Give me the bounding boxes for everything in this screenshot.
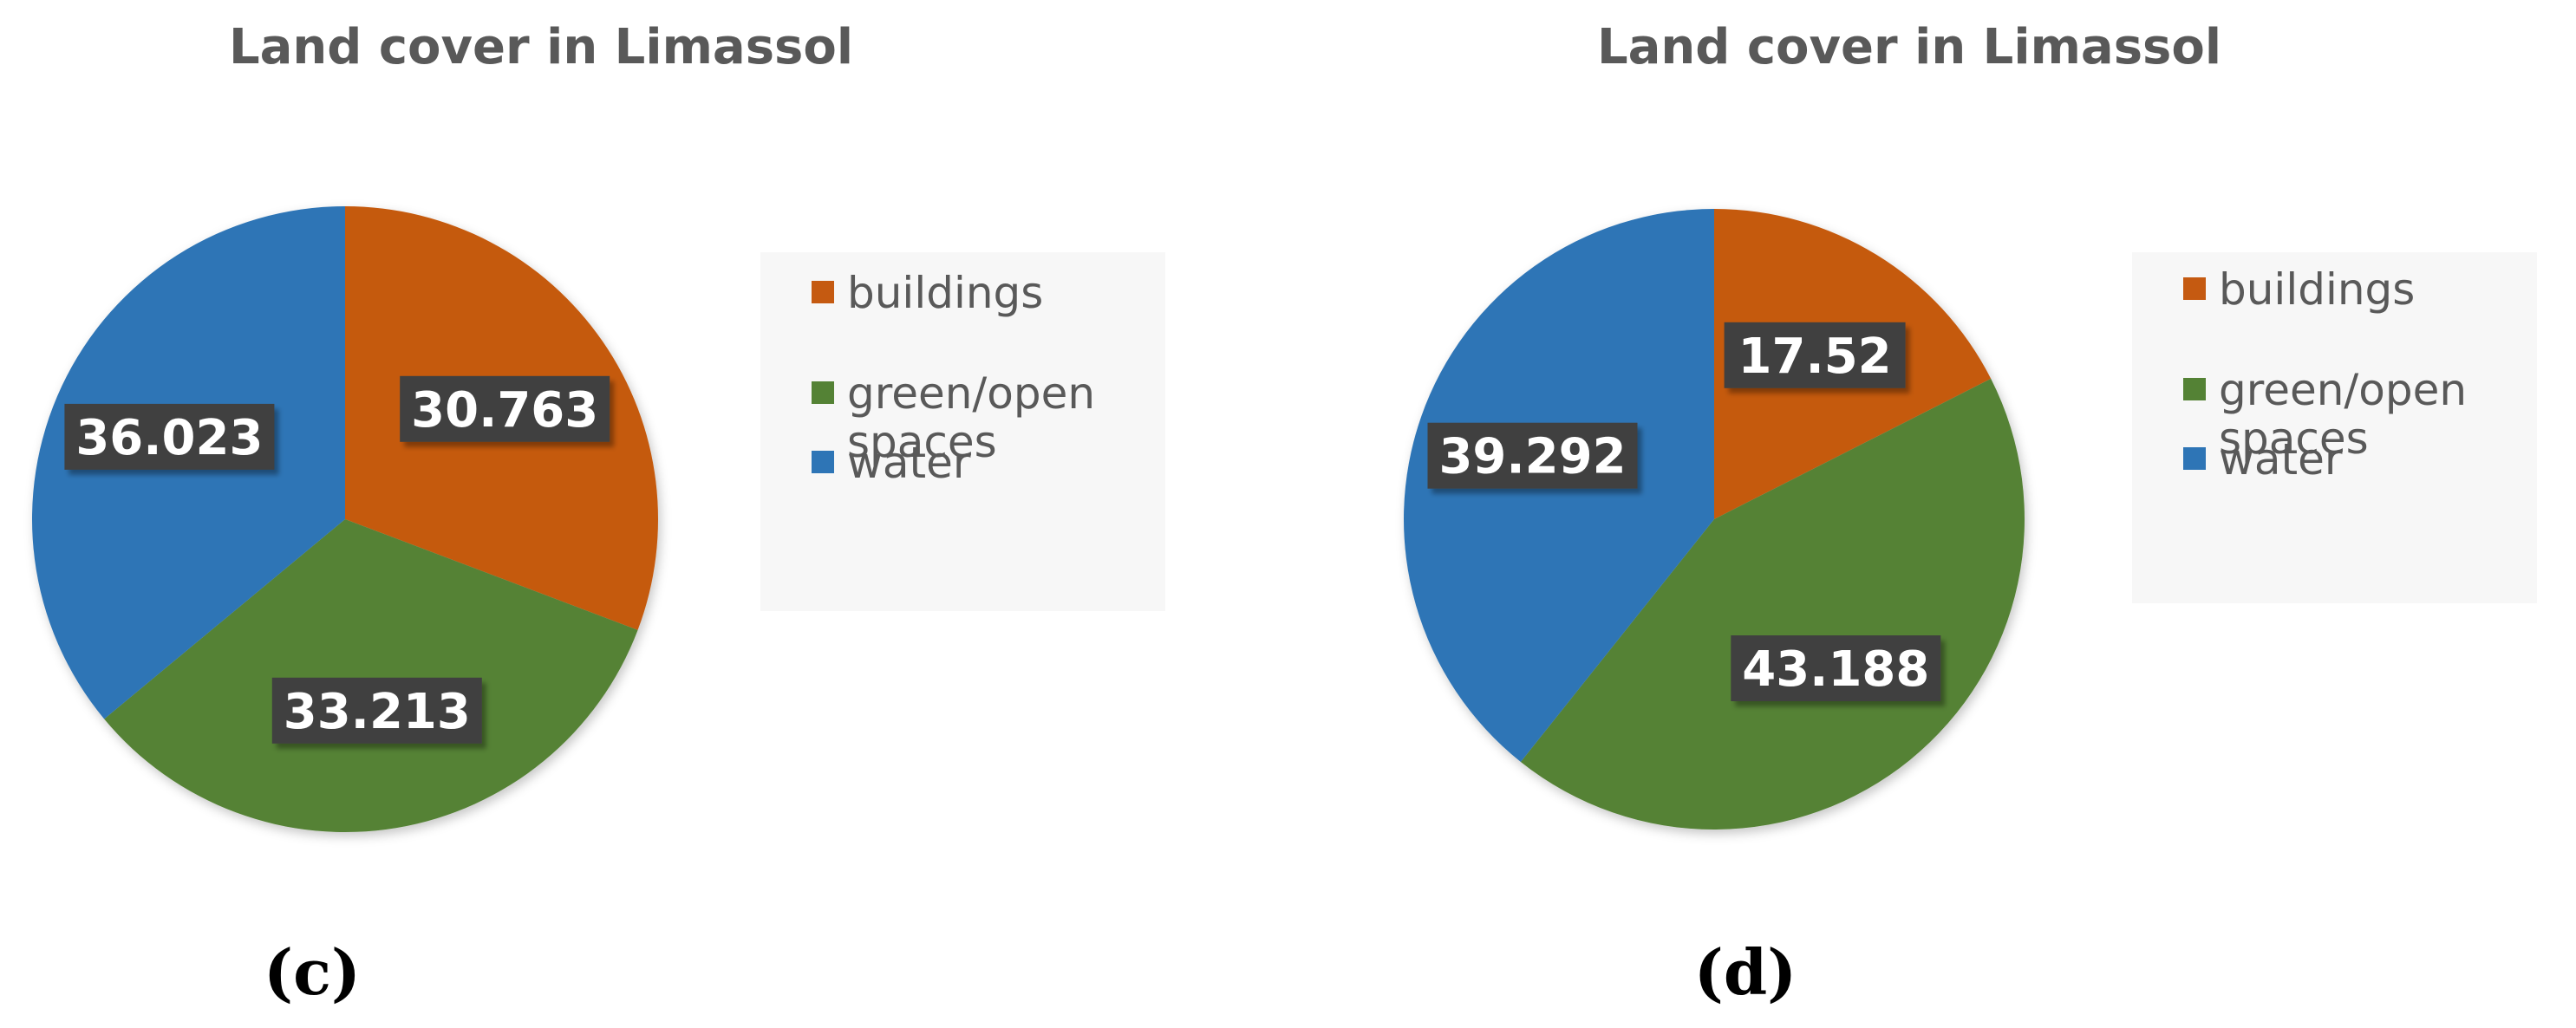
- pie: 30.763 33.213 36.023: [31, 206, 659, 833]
- legend-swatch: [2183, 447, 2206, 470]
- legend-swatch: [2183, 277, 2206, 300]
- panel-label: (c): [264, 935, 361, 1009]
- data-label: 30.763: [400, 375, 610, 442]
- legend-item: buildings: [812, 268, 1043, 318]
- data-label: 43.188: [1731, 635, 1941, 701]
- chart-title: Land cover in Limassol: [1597, 19, 2221, 75]
- legend-swatch: [812, 451, 834, 473]
- legend-item: water: [812, 438, 971, 488]
- panel-label: (d): [1694, 935, 1797, 1009]
- chart-panel-d: Land cover in Limassol 17.52 43.188 39.292…: [1404, 19, 2537, 1009]
- legend-label: buildings: [847, 268, 1043, 318]
- legend-label: green/open: [847, 368, 1095, 419]
- data-label-box: [1731, 635, 1941, 701]
- data-label-text: 17.52: [1738, 329, 1892, 385]
- chart-title: Land cover in Limassol: [229, 19, 853, 75]
- pie-slice-green-open-spaces: [104, 519, 638, 833]
- data-label-text: 33.213: [284, 684, 471, 740]
- legend-label: water: [847, 438, 971, 488]
- legend-item: buildings: [2183, 264, 2415, 315]
- pie: 17.52 43.188 39.292: [1404, 209, 2025, 830]
- legend-label: spaces: [847, 417, 997, 467]
- data-label-text: 39.292: [1438, 429, 1626, 485]
- data-label-box: [64, 403, 275, 470]
- legend-label: buildings: [2219, 264, 2415, 315]
- legend-label: green/open: [2219, 365, 2467, 415]
- data-label: 33.213: [271, 677, 482, 744]
- data-label-box: [271, 677, 482, 744]
- data-label: 17.52: [1724, 322, 1906, 388]
- data-label: 36.023: [64, 403, 275, 470]
- data-label-box: [1724, 322, 1906, 388]
- data-label-box: [1427, 422, 1638, 489]
- legend-swatch: [812, 281, 834, 303]
- legend-swatch: [812, 381, 834, 404]
- data-label: 39.292: [1427, 422, 1638, 489]
- legend-swatch: [2183, 378, 2206, 400]
- data-label-text: 43.188: [1742, 641, 1929, 698]
- legend-item: water: [2183, 434, 2343, 485]
- legend-label: water: [2219, 434, 2343, 485]
- legend-label: spaces: [2219, 413, 2369, 464]
- chart-panel-c: Land cover in Limassol 30.763 33.213 36.02…: [31, 19, 1165, 1009]
- pie-slice-green-open-spaces: [1520, 378, 2025, 830]
- legend-box: [760, 252, 1165, 611]
- legend-box: [2132, 252, 2537, 603]
- data-label-box: [400, 375, 610, 442]
- data-label-text: 36.023: [75, 410, 263, 466]
- data-label-text: 30.763: [411, 382, 598, 439]
